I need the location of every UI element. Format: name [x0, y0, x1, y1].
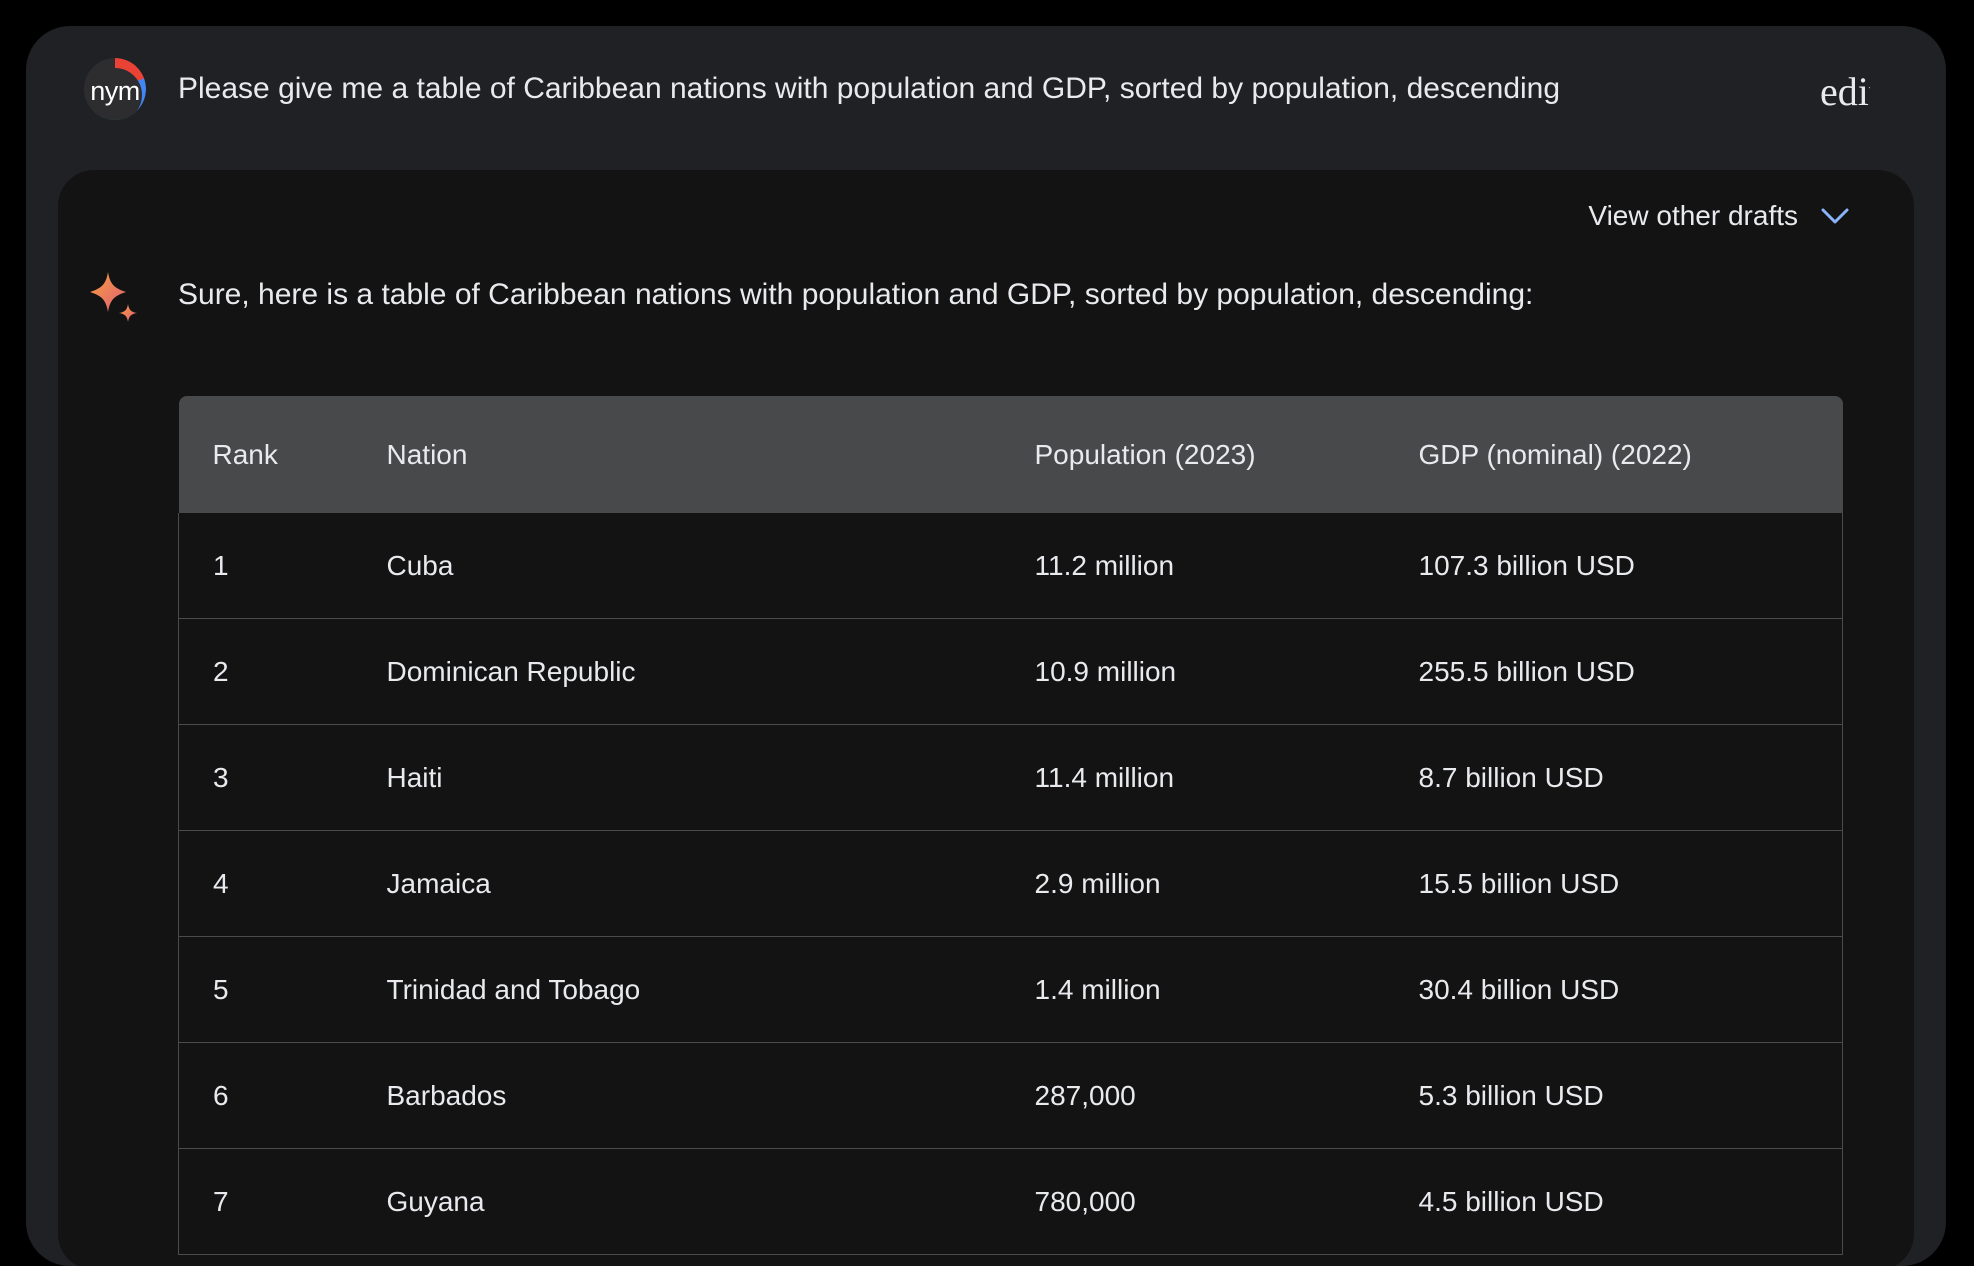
cell-gdp: 30.4 billion USD [1384, 936, 1843, 1043]
cell-population: 11.2 million [1000, 513, 1385, 619]
table-row: 1 Cuba 11.2 million 107.3 billion USD [178, 513, 1843, 619]
data-table: Rank Nation Population (2023) GDP (nomin… [178, 396, 1843, 1255]
table-row: 3 Haiti 11.4 million 8.7 billion USD [178, 724, 1843, 831]
cell-gdp: 15.5 billion USD [1384, 830, 1843, 937]
cell-nation: Barbados [352, 1042, 1001, 1149]
cell-nation: Jamaica [352, 830, 1001, 937]
response-intro-text: Sure, here is a table of Caribbean natio… [178, 278, 1534, 311]
chat-window: nym Please give me a table of Caribbean … [26, 26, 1946, 1266]
cell-nation: Trinidad and Tobago [352, 936, 1001, 1043]
cell-population: 1.4 million [1000, 936, 1385, 1043]
view-other-drafts-button[interactable]: View other drafts [1588, 200, 1850, 232]
population-gdp-table: Rank Nation Population (2023) GDP (nomin… [178, 396, 1843, 1255]
avatar-inner [88, 68, 142, 120]
cell-gdp: 107.3 billion USD [1384, 513, 1843, 619]
cell-gdp: 8.7 billion USD [1384, 724, 1843, 831]
table-row: 7 Guyana 780,000 4.5 billion USD [178, 1148, 1843, 1255]
user-prompt-row: nym Please give me a table of Caribbean … [84, 58, 1924, 120]
cell-rank: 3 [178, 724, 353, 831]
cell-rank: 1 [178, 513, 353, 619]
cell-gdp: 255.5 billion USD [1384, 618, 1843, 725]
user-prompt-text: Please give me a table of Caribbean nati… [178, 72, 1561, 105]
table-header-row: Rank Nation Population (2023) GDP (nomin… [178, 396, 1843, 513]
table-row: 5 Trinidad and Tobago 1.4 million 30.4 b… [178, 936, 1843, 1043]
cell-population: 11.4 million [1000, 724, 1385, 831]
view-other-drafts-label: View other drafts [1588, 200, 1798, 231]
cell-rank: 2 [178, 618, 353, 725]
column-header-nation: Nation [352, 396, 1001, 513]
edit-prompt-button[interactable]: edit [1820, 69, 1870, 114]
cell-nation: Guyana [352, 1148, 1001, 1255]
cell-gdp: 5.3 billion USD [1384, 1042, 1843, 1149]
cell-rank: 6 [178, 1042, 353, 1149]
column-header-population: Population (2023) [1000, 396, 1385, 513]
cell-gdp: 4.5 billion USD [1384, 1148, 1843, 1255]
cell-population: 780,000 [1000, 1148, 1385, 1255]
cell-population: 2.9 million [1000, 830, 1385, 937]
cell-nation: Cuba [352, 513, 1001, 619]
chevron-down-icon [1821, 208, 1849, 224]
avatar[interactable]: nym [84, 58, 146, 120]
table-row: 6 Barbados 287,000 5.3 billion USD [178, 1042, 1843, 1149]
cell-rank: 4 [178, 830, 353, 937]
column-header-rank: Rank [178, 396, 353, 513]
table-row: 2 Dominican Republic 10.9 million 255.5 … [178, 618, 1843, 725]
cell-nation: Haiti [352, 724, 1001, 831]
table-row: 4 Jamaica 2.9 million 15.5 billion USD [178, 830, 1843, 937]
cell-nation: Dominican Republic [352, 618, 1001, 725]
avatar-initials: nym [90, 76, 140, 106]
cell-rank: 5 [178, 936, 353, 1043]
column-header-gdp: GDP (nominal) (2022) [1384, 396, 1843, 513]
sparkle-icon [90, 272, 137, 322]
cell-population: 10.9 million [1000, 618, 1385, 725]
response-card: View other drafts Sure, here is a table … [58, 170, 1914, 1266]
cell-rank: 7 [178, 1148, 353, 1255]
cell-population: 287,000 [1000, 1042, 1385, 1149]
